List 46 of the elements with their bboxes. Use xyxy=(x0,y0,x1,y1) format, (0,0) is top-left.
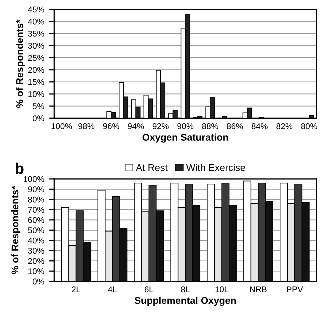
x-tick-label: 100% xyxy=(52,123,72,130)
legend-label: At Rest xyxy=(136,164,168,172)
x-tick-label: 10L xyxy=(216,286,229,293)
legend-label: With Exercise xyxy=(186,164,246,172)
y-tick-label: 40% xyxy=(28,238,44,244)
x-axis-title: Oxygen Saturation xyxy=(142,134,228,143)
y-tick-label: 30% xyxy=(28,248,44,254)
x-tick-label: 94% xyxy=(128,123,144,130)
y-tick-label: 40% xyxy=(28,18,44,25)
y-tick-label: 25% xyxy=(28,55,44,62)
x-tick-label: 80% xyxy=(301,123,318,130)
y-tick-label: 60% xyxy=(28,217,44,224)
y-tick-label: 20% xyxy=(28,67,44,74)
x-tick-label: 6L xyxy=(144,286,154,293)
x-tick-label: 90% xyxy=(178,123,194,130)
y-tick-label: 70% xyxy=(28,207,44,214)
y-tick-label: 35% xyxy=(28,30,44,37)
y-tick-label: 20% xyxy=(28,258,44,264)
y-tick-label: 0% xyxy=(32,278,44,285)
y-tick-label: 30% xyxy=(28,43,44,49)
y-tick-label: 50% xyxy=(28,228,44,234)
y-axis-title: % of Respondents* xyxy=(16,20,26,108)
chart-title: b xyxy=(16,162,24,174)
x-tick-label: 4L xyxy=(108,286,118,292)
y-tick-label: 5% xyxy=(32,104,44,110)
x-tick-label: 86% xyxy=(227,123,244,130)
y-tick-label: 80% xyxy=(28,196,44,203)
y-tick-label: 0% xyxy=(32,116,44,122)
x-tick-label: 92% xyxy=(152,123,169,130)
y-tick-label: 10% xyxy=(28,268,44,274)
x-tick-label: 8L xyxy=(181,286,190,293)
y-tick-label: 90% xyxy=(28,186,44,193)
y-tick-label: 10% xyxy=(28,91,44,98)
x-tick-label: 98% xyxy=(78,123,95,130)
x-tick-label: PPV xyxy=(287,286,304,292)
x-tick-label: 88% xyxy=(202,123,218,130)
x-tick-label: 82% xyxy=(276,123,293,130)
x-axis-title: Supplemental Oxygen xyxy=(134,297,236,306)
y-tick-label: 45% xyxy=(28,6,44,13)
x-tick-label: NRB xyxy=(250,286,267,292)
y-tick-label: 100% xyxy=(24,176,44,182)
x-tick-label: 84% xyxy=(252,123,268,130)
y-axis-title: % of Respondents* xyxy=(12,186,21,274)
x-tick-label: 2L xyxy=(72,286,81,292)
y-tick-label: 15% xyxy=(28,79,44,86)
x-tick-label: 96% xyxy=(103,123,120,130)
